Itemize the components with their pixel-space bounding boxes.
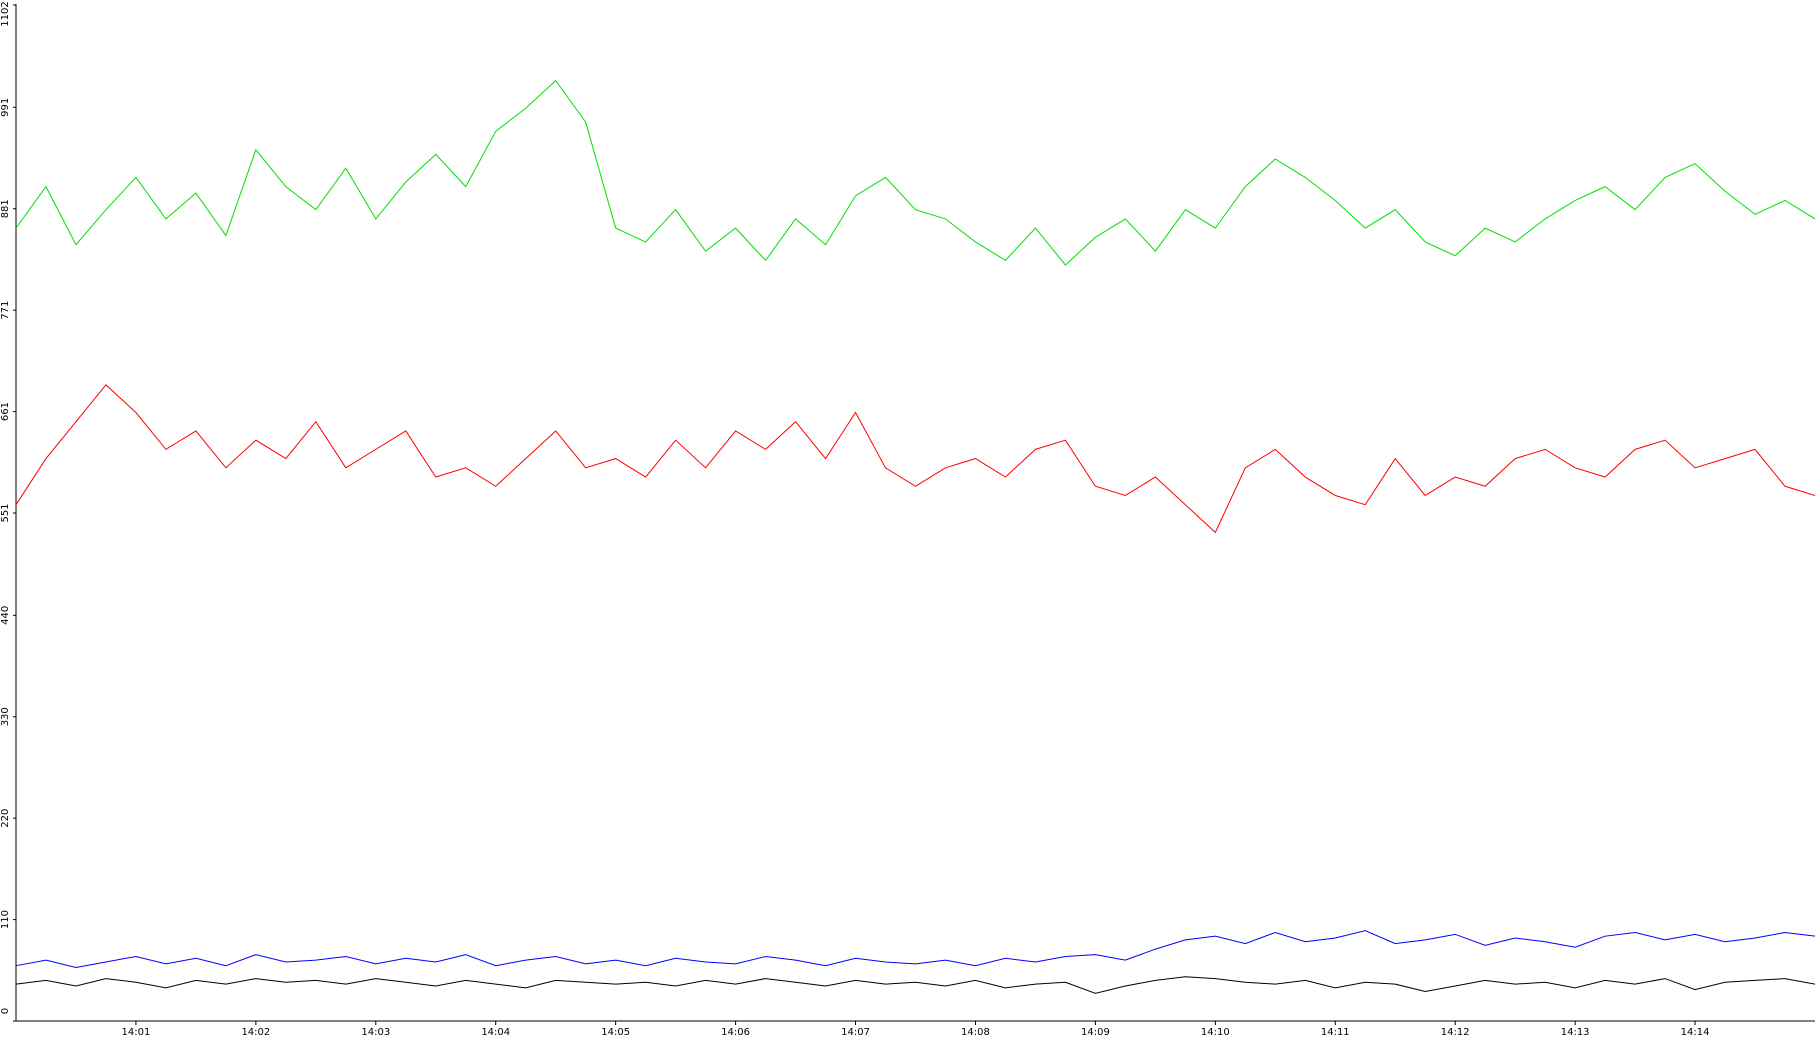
x-tick-label: 14:14 xyxy=(1681,1027,1710,1038)
y-tick-label: 0 xyxy=(0,1008,11,1014)
y-tick-label: 110 xyxy=(0,910,11,929)
x-tick-label: 14:04 xyxy=(481,1027,510,1038)
y-tick-label: 220 xyxy=(0,809,11,828)
x-tick-label: 14:10 xyxy=(1201,1027,1230,1038)
y-tick-label: 1102 xyxy=(0,1,11,26)
y-tick-label: 771 xyxy=(0,301,11,320)
x-tick-label: 14:06 xyxy=(721,1027,750,1038)
x-tick-label: 14:03 xyxy=(361,1027,390,1038)
y-tick-label: 330 xyxy=(0,707,11,726)
x-tick-label: 14:08 xyxy=(961,1027,990,1038)
y-tick-label: 551 xyxy=(0,503,11,522)
x-tick-label: 14:07 xyxy=(841,1027,870,1038)
series-line xyxy=(15,79,1815,266)
x-tick-label: 14:11 xyxy=(1321,1027,1350,1038)
x-tick-label: 14:02 xyxy=(241,1027,270,1038)
y-tick-label: 661 xyxy=(0,402,11,421)
series-line xyxy=(15,930,1815,969)
y-tick-label: 881 xyxy=(0,199,11,218)
x-tick-label: 14:13 xyxy=(1561,1027,1590,1038)
y-tick-label: 440 xyxy=(0,606,11,625)
x-tick-label: 14:12 xyxy=(1441,1027,1470,1038)
series-line xyxy=(15,384,1815,534)
x-tick-label: 14:01 xyxy=(122,1027,151,1038)
series-line xyxy=(15,976,1815,994)
y-tick-label: 991 xyxy=(0,98,11,117)
x-tick-label: 14:09 xyxy=(1081,1027,1110,1038)
x-tick-label: 14:05 xyxy=(601,1027,630,1038)
